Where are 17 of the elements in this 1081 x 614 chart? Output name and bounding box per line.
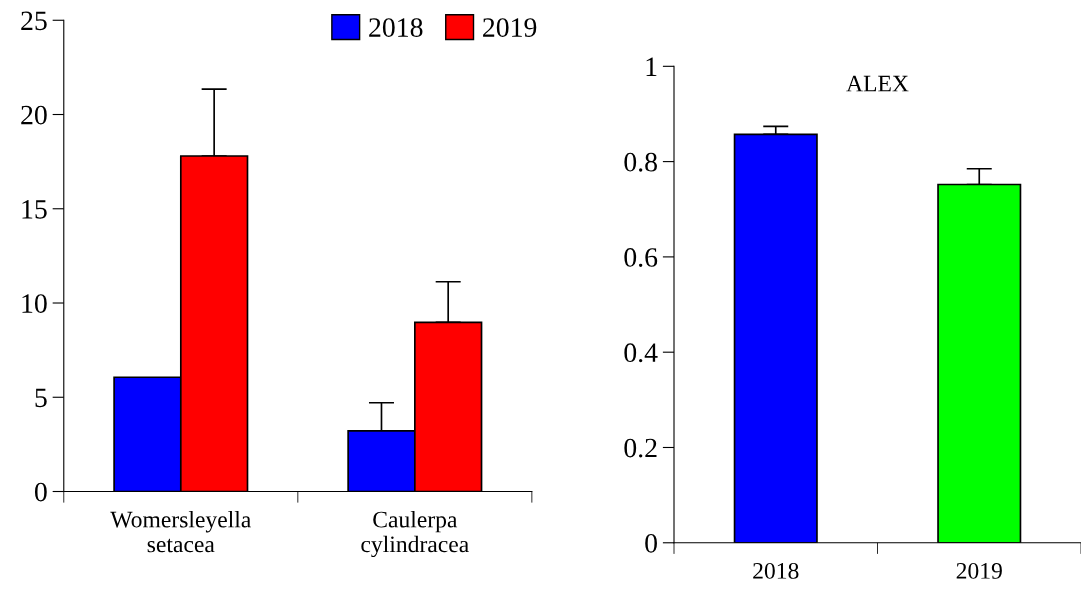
y-tick-label: 15 [22,200,47,219]
y-tick-label: 0 [34,482,47,502]
legend-label: 2018 [369,18,423,37]
chart-title: ALEX [846,75,909,92]
y-tick-label: 20 [21,105,47,125]
x-tick-label: Womersleyella setacea [110,510,251,553]
y-tick-label: 0.6 [624,248,658,267]
y-tick-label: 0.8 [624,152,657,172]
y-tick-label: 0 [645,533,657,553]
x-tick-label: Caulerpa cylindracea [361,510,469,558]
y-tick-label: 0.2 [624,438,657,458]
y-tick-label: 25 [21,11,47,31]
y-tick-label: 0.4 [624,343,658,363]
y-tick-label: 5 [35,388,47,408]
y-tick-label: 10 [22,294,47,313]
legend-label: 2019 [483,18,537,37]
y-tick-label: 1 [646,57,657,76]
